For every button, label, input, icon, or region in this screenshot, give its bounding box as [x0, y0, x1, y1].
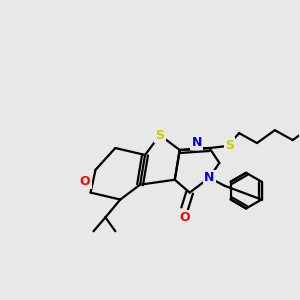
Text: O: O: [179, 211, 190, 224]
Text: O: O: [80, 175, 90, 188]
Text: N: N: [191, 136, 202, 148]
Text: S: S: [225, 139, 234, 152]
Text: S: S: [155, 129, 164, 142]
Text: N: N: [204, 171, 214, 184]
